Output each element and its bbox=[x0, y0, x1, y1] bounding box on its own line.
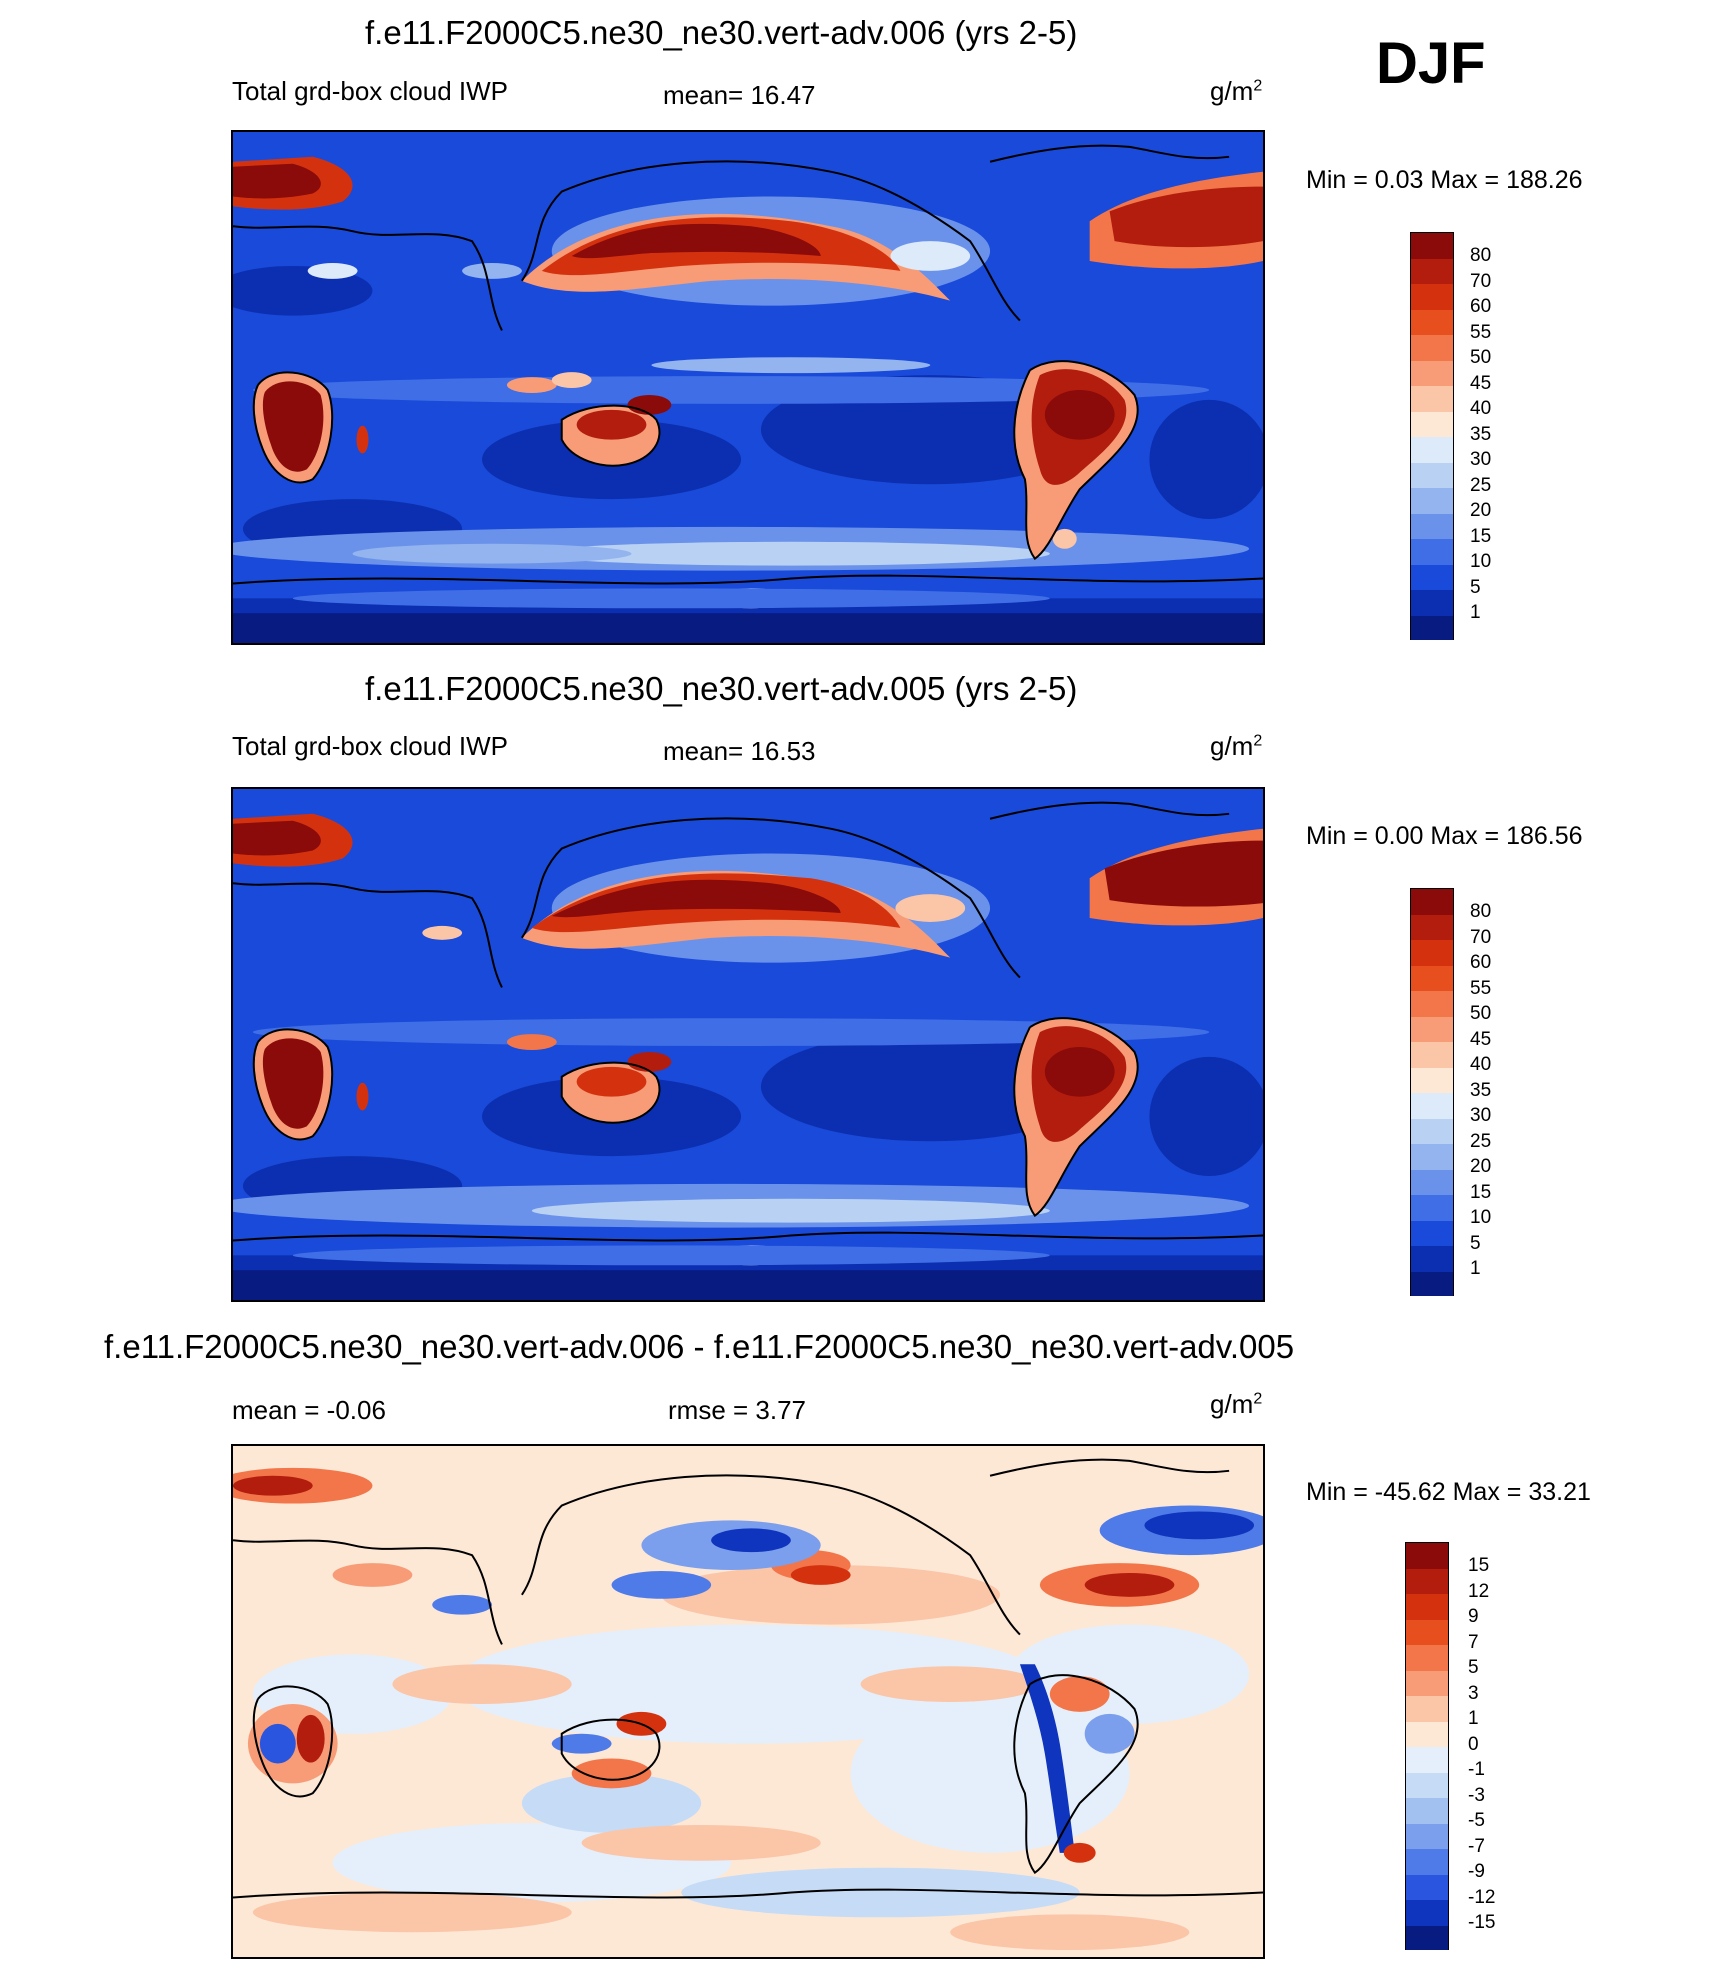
panel2-cbar-label: 80 bbox=[1470, 901, 1492, 922]
panel2-variable: Total grd-box cloud IWP bbox=[232, 731, 509, 761]
panel2-cbar-label: 20 bbox=[1470, 1156, 1492, 1177]
panel2-cbar-label: 5 bbox=[1470, 1233, 1481, 1254]
panel3-units: g/m2 bbox=[1210, 1389, 1263, 1419]
panel1-cbar-label: 60 bbox=[1470, 296, 1492, 317]
panel3-cbar-label: 5 bbox=[1468, 1657, 1479, 1678]
panel2-colorbar bbox=[1410, 888, 1454, 1296]
panel3-cbar-label: -1 bbox=[1468, 1759, 1485, 1780]
panel3-cbar-label: 3 bbox=[1468, 1683, 1479, 1704]
panel3-cbar-label: -3 bbox=[1468, 1785, 1485, 1806]
panel3-cbar-label: 1 bbox=[1468, 1708, 1479, 1729]
panel1-cbar-label: 35 bbox=[1470, 424, 1492, 445]
panel1-cbar-label: 5 bbox=[1470, 577, 1481, 598]
panel2-cbar-label: 15 bbox=[1470, 1182, 1492, 1203]
panel2-cbar-label: 50 bbox=[1470, 1003, 1492, 1024]
panel2-title: f.e11.F2000C5.ne30_ne30.vert-adv.005 (yr… bbox=[365, 670, 1078, 707]
panel1-cbar-label: 20 bbox=[1470, 500, 1492, 521]
panel3-minmax: Min = -45.62 Max = 33.21 bbox=[1306, 1478, 1591, 1506]
panel1-mean: mean= 16.47 bbox=[663, 80, 816, 110]
panel2-units: g/m2 bbox=[1210, 731, 1263, 761]
panel1-units: g/m2 bbox=[1210, 76, 1263, 106]
panel3-cbar-label: -15 bbox=[1468, 1912, 1496, 1933]
panel3-cbar-label: 12 bbox=[1468, 1581, 1490, 1602]
panel3-rmse: rmse = 3.77 bbox=[668, 1395, 807, 1425]
panel1-cbar-label: 70 bbox=[1470, 271, 1492, 292]
panel3-title: f.e11.F2000C5.ne30_ne30.vert-adv.006 - f… bbox=[104, 1328, 1295, 1365]
panel3-map bbox=[231, 1444, 1265, 1959]
panel1-cbar-label: 80 bbox=[1470, 245, 1492, 266]
panel2-mean: mean= 16.53 bbox=[663, 736, 816, 766]
panel2-cbar-label: 25 bbox=[1470, 1131, 1492, 1152]
panel1-cbar-label: 30 bbox=[1470, 449, 1492, 470]
panel1-minmax: Min = 0.03 Max = 188.26 bbox=[1306, 166, 1583, 194]
panel3-cbar-label: -5 bbox=[1468, 1810, 1485, 1831]
panel2-cbar-label: 60 bbox=[1470, 952, 1492, 973]
panel3-cbar-label: 9 bbox=[1468, 1606, 1479, 1627]
panel1-colorbar bbox=[1410, 232, 1454, 640]
panel3-cbar-label: 0 bbox=[1468, 1734, 1479, 1755]
panel3-cbar-label: 7 bbox=[1468, 1632, 1479, 1653]
panel3-cbar-label: -12 bbox=[1468, 1887, 1496, 1908]
panel1-cbar-label: 40 bbox=[1470, 398, 1492, 419]
panel2-cbar-label: 10 bbox=[1470, 1207, 1492, 1228]
panel1-cbar-label: 45 bbox=[1470, 373, 1492, 394]
season-label: DJF bbox=[1376, 31, 1486, 96]
panel2-cbar-label: 35 bbox=[1470, 1080, 1492, 1101]
panel2-cbar-label: 40 bbox=[1470, 1054, 1492, 1075]
panel1-variable: Total grd-box cloud IWP bbox=[232, 76, 509, 106]
panel2-minmax: Min = 0.00 Max = 186.56 bbox=[1306, 822, 1583, 850]
panel2-cbar-label: 45 bbox=[1470, 1029, 1492, 1050]
panel1-cbar-label: 50 bbox=[1470, 347, 1492, 368]
panel2-cbar-label: 1 bbox=[1470, 1258, 1481, 1279]
panel2-cbar-label: 70 bbox=[1470, 927, 1492, 948]
panel2-cbar-label: 55 bbox=[1470, 978, 1492, 999]
panel1-cbar-label: 55 bbox=[1470, 322, 1492, 343]
panel1-cbar-label: 1 bbox=[1470, 602, 1481, 623]
panel3-cbar-label: -9 bbox=[1468, 1861, 1485, 1882]
panel2-cbar-label: 30 bbox=[1470, 1105, 1492, 1126]
panel1-map bbox=[231, 130, 1265, 645]
panel1-cbar-label: 10 bbox=[1470, 551, 1492, 572]
panel1-title: f.e11.F2000C5.ne30_ne30.vert-adv.006 (yr… bbox=[365, 14, 1078, 51]
panel3-colorbar bbox=[1405, 1542, 1449, 1950]
panel3-cbar-label: -7 bbox=[1468, 1836, 1485, 1857]
panel3-cbar-label: 15 bbox=[1468, 1555, 1490, 1576]
panel2-map bbox=[231, 787, 1265, 1302]
panel3-mean: mean = -0.06 bbox=[232, 1395, 386, 1425]
panel1-cbar-label: 15 bbox=[1470, 526, 1492, 547]
panel1-cbar-label: 25 bbox=[1470, 475, 1492, 496]
